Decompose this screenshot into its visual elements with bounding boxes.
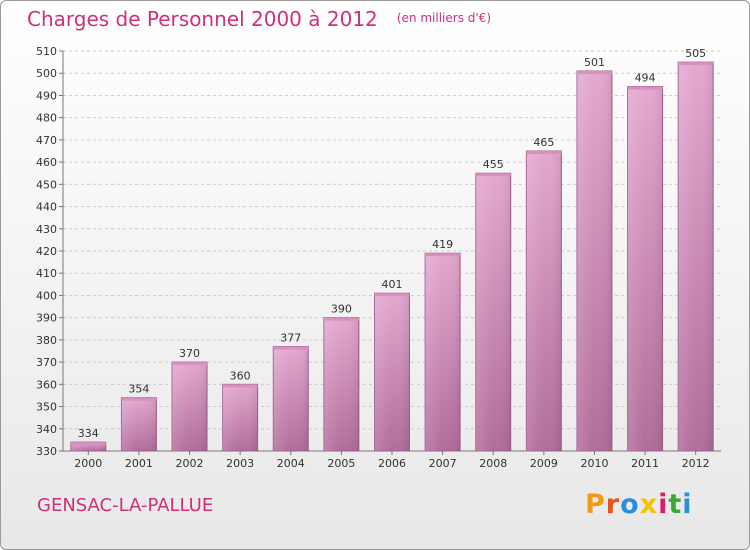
chart-subtitle: (en milliers d'€) xyxy=(396,11,491,25)
bar-shade xyxy=(121,397,157,451)
bar-top xyxy=(70,442,106,446)
bar-shade xyxy=(526,151,562,451)
bar-shade xyxy=(323,317,359,451)
chart-title: Charges de Personnel 2000 à 2012 xyxy=(27,7,378,31)
x-tick-label: 2005 xyxy=(327,457,355,470)
y-tick-label: 450 xyxy=(36,178,57,191)
y-tick-label: 360 xyxy=(36,378,57,391)
bars-layer xyxy=(70,61,714,452)
bar-shade xyxy=(678,62,714,451)
bar-top xyxy=(172,362,208,366)
y-tick-label: 420 xyxy=(36,245,57,258)
proxiti-logo: Proxiti xyxy=(585,489,693,520)
x-tick-label: 2004 xyxy=(277,457,305,470)
data-label: 401 xyxy=(382,278,403,291)
logo-letter: t xyxy=(668,489,683,520)
logo-letter: i xyxy=(658,489,669,520)
x-tick-label: 2008 xyxy=(479,457,507,470)
y-tick-label: 460 xyxy=(36,156,57,169)
x-tick-label: 2002 xyxy=(176,457,204,470)
y-tick-label: 390 xyxy=(36,312,57,325)
data-label: 465 xyxy=(533,136,554,149)
bar-top xyxy=(323,317,359,321)
bar-top xyxy=(475,173,511,177)
x-tick-label: 2009 xyxy=(530,457,558,470)
bar-shade xyxy=(425,253,461,451)
y-tick-label: 490 xyxy=(36,89,57,102)
y-tick-label: 480 xyxy=(36,112,57,125)
x-tick-label: 2011 xyxy=(631,457,659,470)
bar-shade xyxy=(172,362,208,451)
bar-top xyxy=(526,151,562,154)
y-tick-label: 350 xyxy=(36,401,57,414)
y-tick-label: 510 xyxy=(36,45,57,58)
y-tick-label: 340 xyxy=(36,423,57,436)
data-label: 494 xyxy=(635,72,656,85)
x-tick-label: 2010 xyxy=(580,457,608,470)
y-tick-label: 470 xyxy=(36,134,57,147)
bar-top xyxy=(576,71,612,74)
logo-letter: i xyxy=(682,489,693,520)
bar-shade xyxy=(374,293,410,451)
y-tick-label: 430 xyxy=(36,223,57,236)
logo-letter: r xyxy=(605,489,621,520)
data-label: 370 xyxy=(179,347,200,360)
bar-top xyxy=(374,293,410,297)
bar-top xyxy=(121,397,157,401)
data-label: 505 xyxy=(685,47,706,60)
bar-top xyxy=(273,346,309,350)
x-tick-label: 2001 xyxy=(125,457,153,470)
x-tick-label: 2012 xyxy=(682,457,710,470)
data-label: 334 xyxy=(78,427,99,440)
bar-shade xyxy=(576,71,612,451)
bar-shade xyxy=(222,384,258,451)
y-tick-label: 380 xyxy=(36,334,57,347)
data-label: 455 xyxy=(483,158,504,171)
y-tick-label: 330 xyxy=(36,445,57,458)
bar-top xyxy=(222,384,258,388)
bar-shade xyxy=(70,442,106,451)
x-tick-label: 2006 xyxy=(378,457,406,470)
y-tick-label: 500 xyxy=(36,67,57,80)
data-label: 419 xyxy=(432,238,453,251)
bar-top xyxy=(627,86,663,90)
y-tick-label: 410 xyxy=(36,267,57,280)
logo-letter: o xyxy=(620,489,640,520)
bar-shade xyxy=(475,173,511,451)
bar-top xyxy=(678,62,714,66)
bar-shade xyxy=(627,86,663,452)
y-tick-label: 370 xyxy=(36,356,57,369)
data-label: 360 xyxy=(230,369,251,382)
bar-top xyxy=(425,253,461,257)
x-tick-label: 2003 xyxy=(226,457,254,470)
commune-name: GENSAC-LA-PALLUE xyxy=(37,495,214,516)
logo-letter: x xyxy=(639,489,659,520)
data-label: 501 xyxy=(584,56,605,69)
bar-shade xyxy=(273,346,309,451)
labels-layer: 330 340 350 360 370 380 390 400 410 420 430 440 450 4… xyxy=(36,45,710,470)
data-label: 354 xyxy=(128,383,149,396)
title-row: Charges de Personnel 2000 à 2012 (en mil… xyxy=(27,7,491,31)
logo-letter: P xyxy=(585,489,606,520)
data-label: 390 xyxy=(331,303,352,316)
y-tick-label: 440 xyxy=(36,201,57,214)
x-tick-label: 2007 xyxy=(429,457,457,470)
data-label: 377 xyxy=(280,332,301,345)
x-tick-label: 2000 xyxy=(74,457,102,470)
y-tick-label: 400 xyxy=(36,289,57,302)
